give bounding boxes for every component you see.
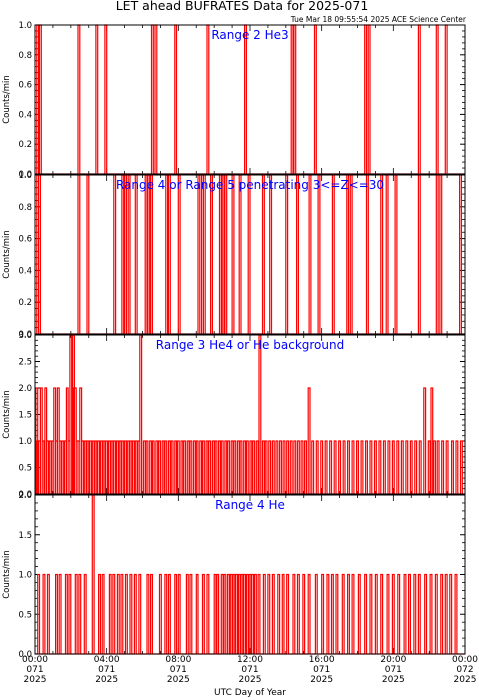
x-tick-label-time: 20:00 — [380, 655, 406, 665]
x-axis: 00:00071202504:00071202508:00071202512:0… — [22, 655, 478, 685]
data-trace — [35, 494, 465, 655]
panel-title: Range 3 He4 or He background — [156, 338, 344, 352]
y-tick-label: 0.8 — [18, 203, 32, 213]
y-tick-label: 0.5 — [18, 464, 32, 474]
x-tick-label-doy: 071 — [170, 665, 187, 675]
x-tick-label-doy: 071 — [313, 665, 330, 675]
panel-frame — [34, 494, 466, 655]
y-tick-label: 2.0 — [18, 384, 32, 394]
y-tick-label: 1.0 — [18, 571, 32, 581]
y-tick-label: 1.5 — [18, 411, 32, 421]
x-tick-label-doy: 071 — [241, 665, 258, 675]
y-tick-label: 1.0 — [18, 437, 32, 447]
x-tick-label-doy: 072 — [456, 665, 473, 675]
data-trace — [35, 174, 465, 335]
x-tick-label-doy: 071 — [385, 665, 402, 675]
panel-title: Range 4 or Range 5 penetrating 3<=Z<=30 — [116, 178, 384, 192]
data-trace — [35, 24, 465, 175]
panel-frame — [34, 24, 466, 175]
x-tick-label-time: 12:00 — [237, 655, 263, 665]
chart-panel-2: 0.0 0.2 0.4 0.6 0.8 1.0 Range 4 or Range 5 pen… — [2, 171, 466, 340]
y-tick-label: 1.0 — [18, 171, 32, 181]
chart-panel-3: 0.0 0.5 1.0 1.5 2.0 2.5 3.0 Range 3 He4 or He b… — [2, 331, 466, 500]
x-tick-label-year: 2025 — [95, 675, 118, 685]
x-tick-label-time: 00:00 — [452, 655, 478, 665]
y-tick-label: 1.5 — [18, 531, 32, 541]
y-tick-label: 0.0 — [18, 330, 32, 340]
panel-frame — [34, 174, 466, 335]
chart-panel-1: 0.0 0.2 0.4 0.6 0.8 1.0 Range 2 He3 Counts/min — [2, 21, 466, 180]
y-tick-label: 0.0 — [18, 490, 32, 500]
y-axis-label: Counts/min — [2, 390, 12, 439]
y-tick-label: 1.0 — [18, 21, 32, 31]
y-tick-label: 0.0 — [18, 650, 32, 660]
y-tick-label: 0.2 — [18, 140, 32, 150]
x-tick-label-year: 2025 — [239, 675, 262, 685]
x-tick-label-doy: 071 — [26, 665, 43, 675]
y-tick-label: 0.6 — [18, 235, 32, 245]
y-tick-label: 0.5 — [18, 610, 32, 620]
y-tick-label: 0.4 — [18, 110, 32, 120]
x-tick-label-year: 2025 — [167, 675, 190, 685]
figure-title: LET ahead BUFRATES Data for 2025-071 — [116, 0, 369, 13]
y-axis-label: Counts/min — [2, 550, 12, 599]
y-tick-label: 0.8 — [18, 51, 32, 61]
x-tick-label-year: 2025 — [24, 675, 47, 685]
y-tick-label: 2.0 — [18, 491, 32, 501]
x-tick-label-time: 04:00 — [94, 655, 120, 665]
y-tick-label: 3.0 — [18, 331, 32, 341]
y-tick-label: 0.2 — [18, 298, 32, 308]
chart-panel-4: 0.0 0.5 1.0 1.5 2.0 Range 4 He Counts/min — [2, 491, 466, 660]
figure-subtitle: Tue Mar 18 09:55:54 2025 ACE Science Cen… — [290, 15, 467, 24]
panel-frame — [34, 334, 466, 495]
x-tick-label-time: 16:00 — [309, 655, 335, 665]
y-tick-label: 0.4 — [18, 266, 32, 276]
x-tick-label-year: 2025 — [382, 675, 405, 685]
x-tick-label-doy: 071 — [98, 665, 115, 675]
y-tick-label: 0.6 — [18, 81, 32, 91]
x-tick-label-time: 00:00 — [22, 655, 48, 665]
y-tick-label: 0.0 — [18, 170, 32, 180]
y-tick-label: 2.5 — [18, 358, 32, 368]
y-axis-label: Counts/min — [2, 230, 12, 279]
panel-title: Range 4 He — [215, 498, 285, 512]
x-tick-label-time: 08:00 — [165, 655, 191, 665]
y-axis-label: Counts/min — [2, 75, 12, 124]
x-axis-label: UTC Day of Year — [214, 688, 286, 698]
x-tick-label-year: 2025 — [454, 675, 477, 685]
panel-title: Range 2 He3 — [211, 28, 288, 42]
x-tick-label-year: 2025 — [310, 675, 333, 685]
data-trace — [35, 334, 465, 495]
